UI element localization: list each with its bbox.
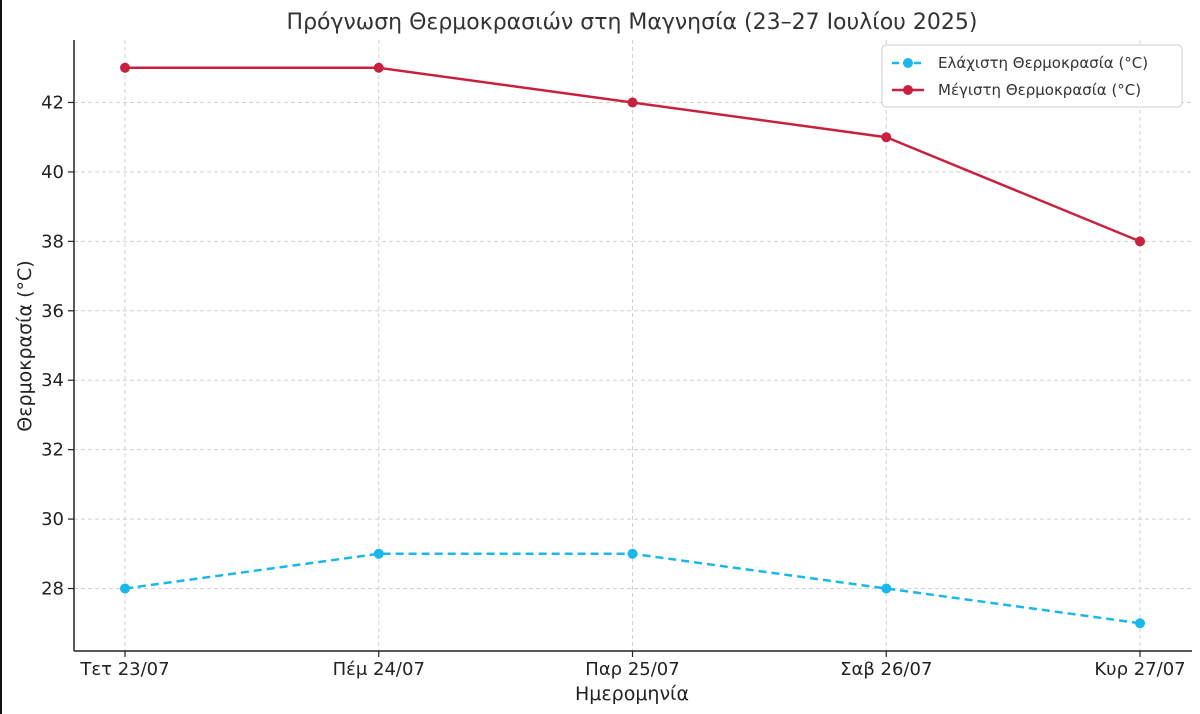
legend-marker (903, 85, 913, 95)
legend-item: Ελάχιστη Θερμοκρασία (°C) (892, 54, 1148, 72)
x-axis-label: Ημερομηνία (575, 683, 689, 705)
data-point (373, 62, 384, 73)
legend: Ελάχιστη Θερμοκρασία (°C) Μέγιστη Θερμοκρ… (881, 44, 1183, 108)
data-point (881, 132, 892, 143)
data-point (120, 583, 130, 594)
legend-item: Μέγιστη Θερμοκρασία (°C) (892, 81, 1141, 99)
x-ticks: Τετ 23/07 Πέμ 24/07 Παρ 25/07 Σαβ 26/07 Κυρ … (79, 651, 1186, 680)
y-tick-label: 42 (41, 92, 64, 113)
series-min (120, 548, 1145, 629)
x-tick-label: Κυρ 27/07 (1094, 659, 1185, 680)
data-point (373, 548, 384, 559)
legend-box (881, 44, 1183, 108)
y-tick-label: 28 (41, 579, 64, 600)
legend-label: Ελάχιστη Θερμοκρασία (°C) (938, 54, 1148, 72)
y-tick-label: 38 (41, 231, 64, 252)
data-point (627, 548, 638, 559)
data-point (120, 62, 130, 73)
x-tick-label: Τετ 23/07 (79, 659, 169, 680)
chart-title: Πρόγνωση Θερμοκρασιών στη Μαγνησία (23–2… (287, 10, 978, 35)
data-point (627, 97, 638, 108)
legend-label: Μέγιστη Θερμοκρασία (°C) (938, 81, 1141, 99)
data-point (1135, 618, 1145, 629)
y-tick-label: 36 (41, 301, 64, 322)
x-tick-label: Παρ 25/07 (585, 659, 679, 680)
x-tick-label: Σαβ 26/07 (840, 659, 932, 680)
y-ticks: 28 30 32 34 36 38 40 42 (41, 92, 74, 600)
y-tick-label: 40 (41, 162, 64, 183)
y-tick-label: 30 (41, 509, 64, 530)
series (120, 62, 1145, 629)
y-tick-label: 32 (41, 440, 64, 461)
y-tick-label: 34 (41, 370, 64, 391)
grid (74, 40, 1192, 651)
legend-marker (903, 58, 913, 68)
x-tick-label: Πέμ 24/07 (333, 659, 425, 680)
series-max (120, 62, 1145, 247)
y-axis-label: Θερμοκρασία (°C) (14, 260, 36, 431)
data-point (1135, 236, 1145, 247)
data-point (881, 583, 892, 594)
